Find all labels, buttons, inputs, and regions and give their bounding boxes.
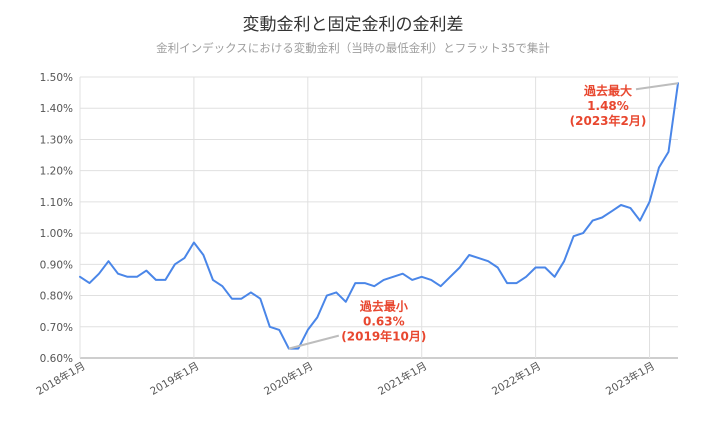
- y-tick-label: 0.90%: [40, 259, 73, 271]
- annotation-leader-line: [635, 82, 679, 91]
- y-tick-label: 0.80%: [40, 291, 73, 303]
- annotation-label: (2023年2月): [570, 113, 647, 128]
- x-axis-ticks: 2018年1月 2019年1月 2020年1月 2021年1月 2022年1月 2023年…: [34, 359, 657, 397]
- y-axis-ticks: 0.60% 0.70% 0.80% 0.90% 1.00% 1.10% 1.20% 1.30%…: [40, 72, 73, 365]
- x-tick-label: 2019年1月: [148, 359, 202, 397]
- annotation-label: 1.48%: [587, 99, 629, 113]
- x-tick-label: 2018年1月: [34, 359, 88, 397]
- y-tick-label: 1.00%: [40, 228, 73, 240]
- x-tick-label: 2022年1月: [490, 359, 544, 397]
- annotation-leader-line: [288, 334, 340, 350]
- y-tick-label: 0.70%: [40, 322, 73, 334]
- y-tick-label: 0.60%: [40, 353, 73, 365]
- annotation-label: 過去最小: [359, 299, 408, 314]
- series-line: [79, 82, 679, 350]
- y-tick-label: 1.50%: [40, 72, 73, 84]
- annotation-label: (2019年10月): [341, 329, 426, 344]
- x-tick-label: 2021年1月: [376, 359, 430, 397]
- x-tick-label: 2020年1月: [262, 359, 316, 397]
- series-layer: [79, 82, 679, 350]
- annotation-label: 過去最大: [583, 83, 632, 98]
- y-tick-label: 1.20%: [40, 166, 73, 178]
- chart-title: 変動金利と固定金利の金利差: [243, 15, 464, 35]
- chart-subtitle: 金利インデックスにおける変動金利（当時の最低金利）とフラット35で集計: [156, 41, 550, 55]
- grid: [79, 76, 678, 359]
- y-tick-label: 1.30%: [40, 134, 73, 146]
- annotation-label: 0.63%: [363, 315, 405, 329]
- y-tick-label: 1.10%: [40, 197, 73, 209]
- x-tick-label: 2023年1月: [603, 359, 657, 397]
- y-tick-label: 1.40%: [40, 103, 73, 115]
